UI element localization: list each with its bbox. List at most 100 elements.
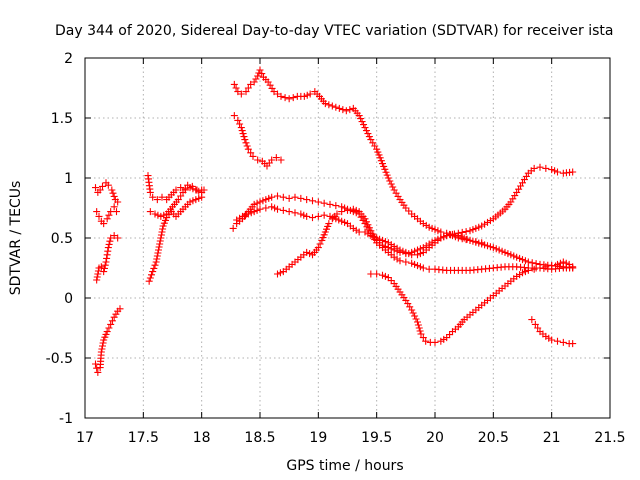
data-point-marker — [242, 139, 250, 147]
data-point-marker — [314, 198, 322, 206]
data-point-marker — [457, 233, 465, 241]
data-point-marker — [396, 257, 404, 265]
data-point-marker — [300, 92, 308, 100]
data-point-marker — [486, 243, 494, 251]
data-point-marker — [554, 337, 561, 345]
data-point-marker — [104, 181, 112, 189]
data-point-marker — [416, 245, 424, 253]
data-point-marker — [402, 258, 410, 266]
data-point-marker — [177, 192, 185, 200]
data-point-marker — [402, 204, 410, 212]
data-point-marker — [408, 259, 416, 267]
data-point-marker — [285, 208, 293, 216]
data-point-marker — [412, 315, 420, 323]
data-point-marker — [489, 244, 497, 252]
data-point-marker — [100, 220, 108, 228]
data-point-marker — [94, 368, 102, 376]
data-point-marker — [466, 236, 474, 244]
data-point-marker — [152, 258, 160, 266]
data-point-marker — [100, 264, 108, 272]
data-point-marker — [325, 220, 333, 228]
data-point-marker — [99, 339, 107, 347]
data-point-marker — [268, 203, 276, 211]
data-point-marker — [447, 231, 455, 239]
data-point-marker — [381, 242, 389, 250]
data-point-marker — [530, 265, 538, 273]
data-point-marker — [158, 228, 166, 236]
y-tick-label: 1 — [64, 171, 73, 187]
data-point-marker — [463, 235, 471, 243]
data-point-marker — [510, 252, 518, 260]
data-point-marker — [416, 263, 424, 271]
data-point-marker — [316, 240, 324, 248]
y-tick-label: 1.5 — [51, 111, 73, 127]
data-point-marker — [472, 224, 480, 232]
data-point-marker — [440, 233, 448, 241]
data-point-marker — [362, 127, 370, 135]
data-point-marker — [360, 121, 368, 129]
data-point-marker — [414, 321, 422, 329]
data-point-marker — [281, 94, 289, 102]
data-point-marker — [256, 198, 264, 206]
data-point-marker — [240, 133, 248, 141]
data-point-marker — [434, 235, 442, 243]
data-point-marker — [230, 80, 238, 88]
data-point-marker — [148, 271, 155, 279]
data-point-marker — [277, 92, 285, 100]
data-point-marker — [157, 212, 165, 220]
data-point-marker — [254, 72, 262, 80]
data-point-marker — [274, 192, 281, 200]
data-point-marker — [409, 309, 417, 317]
data-point-marker — [155, 243, 163, 251]
data-point-marker — [93, 208, 101, 216]
data-point-marker — [285, 194, 293, 202]
data-point-marker — [501, 248, 509, 256]
data-point-marker — [104, 247, 112, 255]
data-point-marker — [306, 90, 314, 98]
data-point-marker — [414, 246, 421, 254]
data-point-marker — [559, 258, 567, 266]
data-point-marker — [158, 193, 166, 201]
data-point-marker — [417, 330, 425, 338]
x-tick-label: 21 — [543, 430, 561, 446]
data-point-marker — [153, 255, 161, 263]
data-point-marker — [414, 318, 421, 326]
data-point-marker — [238, 127, 246, 135]
data-point-marker — [551, 167, 559, 175]
data-point-marker — [93, 273, 101, 281]
data-point-marker — [110, 192, 118, 200]
data-point-marker — [548, 336, 556, 344]
data-point-marker — [367, 270, 375, 278]
data-point-marker — [146, 208, 154, 216]
data-point-marker — [341, 218, 349, 226]
data-point-marker — [569, 263, 577, 271]
data-point-marker — [259, 197, 267, 205]
data-point-marker — [114, 198, 122, 206]
data-point-marker — [536, 163, 544, 171]
data-point-marker — [422, 337, 430, 345]
data-point-marker — [384, 274, 392, 282]
data-point-marker — [321, 100, 329, 108]
data-point-marker — [419, 334, 427, 342]
data-point-marker — [265, 194, 273, 202]
data-point-marker — [103, 254, 111, 262]
data-point-marker — [303, 91, 311, 99]
data-point-marker — [151, 210, 159, 218]
data-point-marker — [239, 212, 246, 220]
data-point-marker — [188, 182, 196, 190]
data-point-marker — [272, 154, 280, 162]
data-point-marker — [244, 84, 252, 92]
data-point-marker — [145, 277, 153, 285]
data-point-marker — [103, 215, 111, 223]
data-point-marker — [184, 181, 192, 189]
data-point-marker — [249, 152, 257, 160]
data-point-marker — [262, 196, 270, 204]
data-point-marker — [472, 238, 480, 246]
data-point-marker — [524, 266, 532, 274]
data-point-marker — [93, 364, 101, 372]
data-point-marker — [454, 229, 462, 237]
data-point-marker — [159, 225, 167, 233]
data-point-marker — [339, 106, 347, 114]
data-point-marker — [431, 236, 439, 244]
data-point-marker — [179, 188, 187, 196]
